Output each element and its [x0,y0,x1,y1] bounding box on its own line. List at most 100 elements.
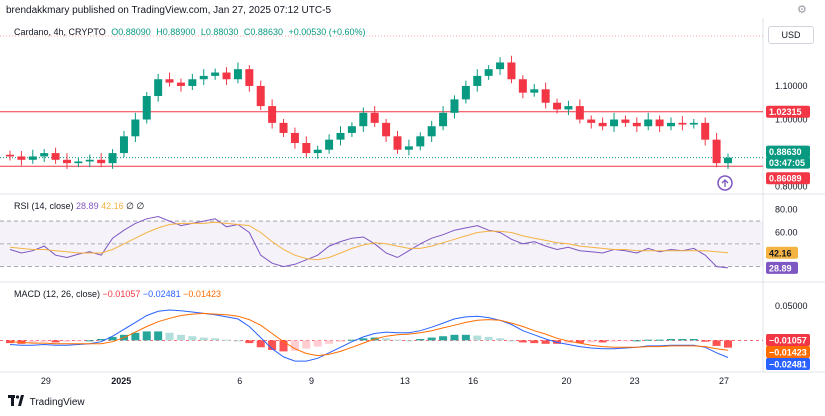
macd-histogram-bar [724,340,732,348]
macd-histogram-bar [518,340,527,343]
candle-body [370,112,379,123]
macd-histogram-bar [222,339,231,341]
candle-body [678,122,687,125]
price-label-tag: 03:47:05 [766,156,810,169]
macd-histogram-bar [268,340,277,351]
rsi-ma-value: 42.16 [101,201,124,211]
macd-hist-value: −0.01057 [102,289,141,299]
open-value: O0.88090 [111,27,151,37]
rsi-value: 28.89 [76,201,99,211]
macd-line-value: −0.02481 [142,289,181,299]
footer-brand[interactable]: TradingView [8,395,85,408]
macd-histogram-bar [450,334,459,341]
time-tick-label: 23 [630,376,640,386]
macd-histogram-bar [97,338,106,341]
close-value: C0.88630 [243,27,283,37]
macd-histogram-bar [176,334,185,341]
macd-tick-label: 0.05000 [775,301,808,311]
candle-body [51,153,60,160]
macd-histogram-bar [245,340,254,344]
candle-body [142,96,151,120]
macd-histogram-bar [108,336,117,341]
candle-body [621,119,630,123]
macd-histogram-bar [621,340,630,342]
replay-icon-arrow [721,179,729,187]
low-value: L0.88030 [200,27,239,37]
macd-histogram-bar [313,340,322,347]
rsi-pane[interactable] [0,215,763,269]
macd-histogram-bar [678,338,687,341]
candle-body [188,79,197,86]
candle-body [97,159,106,164]
candle-body [427,126,436,137]
candle-body [131,119,140,137]
price-axis[interactable]: 1.100001.000000.900000.800000.8863003:47… [766,81,810,370]
macd-histogram-bar [587,340,596,343]
price-label-tag: 0.88630 [766,145,810,158]
macd-value-text: −0.01057 [769,336,807,346]
macd-histogram-bar [85,340,94,342]
macd-signal-value: −0.01423 [183,289,221,299]
macd-histogram-bar [165,332,174,341]
macd-histogram-bar [131,332,140,341]
rsi-value-text: 42.16 [769,248,792,258]
macd-histogram-bar [62,340,71,342]
time-tick-label: 20 [561,376,571,386]
macd-histogram-bar [644,339,653,341]
candle-body [724,157,732,164]
macd-histogram-bar [233,340,242,342]
macd-histogram-bar [689,338,698,341]
price-tick-label: 1.00000 [775,115,808,125]
candle-body [313,149,322,154]
time-axis[interactable]: 29 2025 6 9 13 16 20 23 27 [41,376,729,386]
candle-body [154,79,163,97]
macd-histogram-bar [302,340,311,349]
candle-body [507,62,516,80]
settings-icon[interactable]: ⚙ [797,4,807,16]
macd-histogram-bar [541,340,550,344]
macd-histogram-bar [564,340,573,344]
macd-histogram-bar [667,338,676,341]
rsi-value-bg [766,246,798,259]
macd-histogram-bar [290,340,299,351]
time-tick-label: 6 [237,376,242,386]
candle-body [279,122,288,133]
rsi-value-tag: 28.89 [766,261,798,274]
candle-body [461,85,470,100]
candle-body [541,89,550,103]
rsi-legend: RSI (14, close) 28.89 42.16 ∅ ∅ [14,201,144,212]
replay-icon[interactable] [717,175,733,191]
candle-body [701,122,710,140]
price-label-bg [766,156,810,169]
macd-histogram-bar [74,340,83,342]
candle-body [176,82,185,86]
macd-histogram-bar [154,331,163,341]
candle-body [256,85,265,107]
macd-histogram-bar [461,334,470,341]
macd-histogram-bar [256,340,265,348]
candle-body [473,75,482,86]
currency-button[interactable]: USD [768,26,814,44]
candle-body [268,106,277,123]
macd-histogram-bar [416,338,425,341]
macd-histogram-bar [336,340,345,342]
candle-body [518,79,527,93]
price-label-text: 03:47:05 [769,158,805,168]
candle-body [290,132,299,144]
tradingview-logo-icon [8,395,24,406]
candle-body [199,75,208,80]
time-tick-label: 27 [719,376,729,386]
macd-pane[interactable] [0,309,763,362]
macd-histogram-bar [404,340,413,342]
macd-histogram-bar [28,340,37,343]
publish-info: brendakkmary published on TradingView.co… [6,5,331,16]
macd-value-tag: −0.02481 [766,358,810,370]
macd-histogram-bar [530,340,539,344]
macd-histogram-bar [199,337,208,341]
rsi-value-text: 28.89 [769,263,792,273]
candle-body [587,119,596,123]
price-pane[interactable] [0,35,763,191]
candle-body [416,136,425,147]
price-tick-label: 1.10000 [775,81,808,91]
